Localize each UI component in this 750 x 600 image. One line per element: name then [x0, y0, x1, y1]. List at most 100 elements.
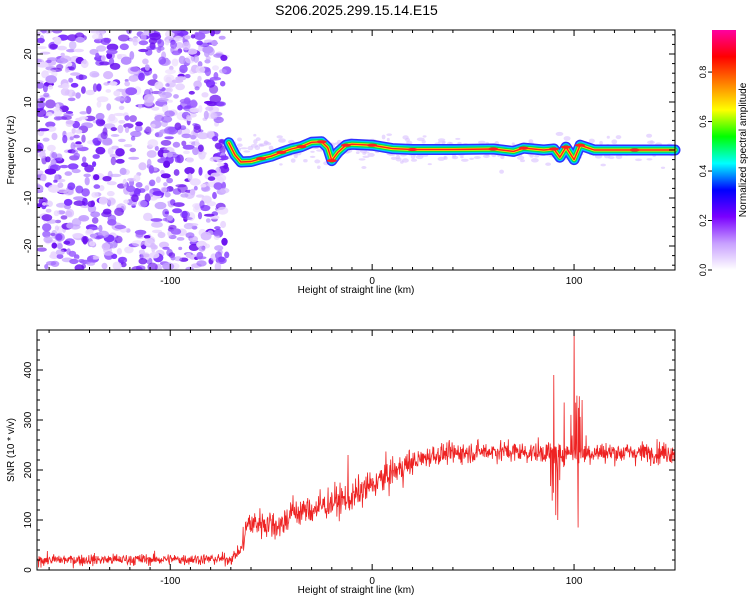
noise-blob: [78, 215, 90, 222]
halo-speck: [469, 157, 474, 160]
y-tick-label: 400: [23, 361, 34, 378]
noise-blob: [37, 170, 44, 175]
noise-blob: [41, 70, 49, 79]
noise-blob: [66, 49, 75, 53]
halo-speck: [531, 158, 539, 163]
noise-blob: [91, 217, 99, 224]
noise-blob: [107, 219, 117, 226]
track-peak: [326, 159, 337, 163]
noise-blob: [79, 116, 89, 120]
noise-blob: [206, 201, 217, 207]
noise-blob: [214, 262, 222, 270]
halo-speck: [240, 147, 249, 150]
noise-blob: [57, 243, 63, 250]
noise-blob: [69, 136, 74, 141]
noise-blob: [189, 178, 201, 186]
noise-blob: [38, 101, 46, 108]
noise-blob: [84, 176, 90, 186]
noise-blob: [45, 121, 56, 128]
noise-blob: [114, 207, 124, 216]
noise-blob: [138, 249, 145, 255]
noise-blob: [175, 184, 187, 188]
noise-blob: [111, 253, 118, 259]
noise-blob: [53, 210, 60, 217]
noise-blob: [107, 147, 114, 155]
noise-blob: [220, 220, 227, 229]
y-tick-label: -20: [23, 238, 34, 253]
noise-blob: [66, 248, 71, 255]
noise-blob: [37, 184, 44, 193]
noise-blob: [75, 36, 85, 43]
halo-speck: [650, 140, 654, 144]
noise-blob: [54, 219, 62, 224]
colorbar-gradient: [712, 30, 736, 270]
noise-blob: [184, 167, 195, 175]
noise-blob: [203, 213, 215, 217]
noise-blob: [186, 114, 191, 121]
noise-blob: [147, 139, 159, 148]
noise-blob: [123, 199, 130, 204]
noise-blob: [192, 123, 198, 127]
halo-speck: [253, 139, 258, 145]
noise-blob: [173, 94, 179, 99]
y-tick-label: 0: [23, 147, 34, 153]
halo-speck: [588, 138, 595, 144]
halo-speck: [402, 135, 409, 140]
noise-blob: [178, 246, 183, 251]
spectrogram-ylabel: Frequency (Hz): [6, 116, 17, 185]
noise-blob: [132, 38, 138, 46]
noise-blob: [189, 107, 200, 113]
noise-blob: [66, 222, 74, 229]
halo-speck: [516, 155, 525, 160]
noise-blob: [120, 262, 127, 268]
noise-blob: [135, 182, 143, 188]
noise-blob: [174, 156, 181, 163]
noise-blob: [170, 255, 176, 261]
halo-speck: [460, 155, 464, 159]
noise-blob: [165, 83, 170, 87]
noise-blob: [119, 167, 127, 175]
noise-blob: [96, 96, 109, 103]
noise-blob: [71, 149, 79, 155]
noise-blob: [86, 261, 96, 266]
noise-blob: [213, 182, 223, 190]
noise-blob: [93, 184, 101, 189]
noise-blob: [135, 121, 144, 127]
noise-blob: [91, 191, 99, 198]
halo-speck: [499, 169, 504, 174]
noise-blob: [45, 112, 53, 117]
noise-blob: [98, 224, 103, 233]
noise-blob: [215, 101, 226, 107]
noise-blob: [166, 177, 174, 184]
noise-blob: [133, 174, 141, 182]
noise-blob: [98, 185, 105, 191]
halo-speck: [410, 158, 418, 162]
noise-blob: [118, 120, 126, 124]
noise-blob: [207, 176, 216, 181]
noise-blob: [55, 249, 65, 256]
halo-speck: [254, 145, 261, 151]
noise-blob: [41, 214, 53, 222]
noise-blob: [150, 123, 156, 128]
noise-blob: [37, 82, 45, 89]
noise-blob: [122, 178, 128, 188]
noise-blob: [151, 106, 160, 111]
halo-speck: [316, 149, 324, 152]
halo-speck: [443, 156, 448, 160]
noise-blob: [193, 32, 206, 41]
halo-speck: [437, 156, 445, 161]
noise-blob: [173, 169, 180, 176]
noise-blob: [54, 225, 60, 231]
noise-blob: [81, 86, 86, 94]
noise-blob: [64, 171, 73, 176]
noise-blob: [106, 116, 118, 124]
noise-blob: [100, 37, 111, 46]
noise-blob: [42, 230, 51, 238]
noise-blob: [205, 106, 214, 111]
halo-speck: [278, 138, 286, 143]
noise-blob: [68, 40, 77, 50]
noise-blob: [67, 62, 73, 67]
noise-blob: [138, 48, 149, 53]
noise-blob: [106, 181, 117, 186]
noise-blob: [71, 91, 77, 97]
